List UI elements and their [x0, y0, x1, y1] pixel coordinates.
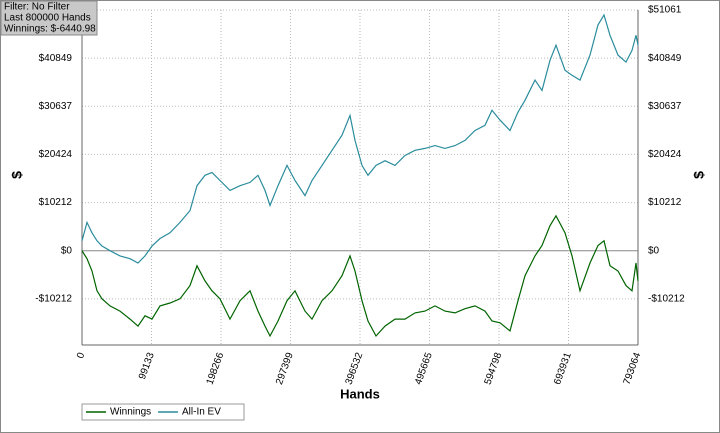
y2-tick-label: $10212	[648, 197, 682, 208]
series-line	[81, 13, 639, 264]
y-tick-label: $30637	[39, 101, 73, 112]
y2-tick-label: $0	[648, 245, 660, 256]
y2-tick-label: $30637	[648, 101, 682, 112]
x-axis-label: Hands	[340, 386, 380, 401]
legend-label: Winnings	[110, 407, 151, 418]
info-text: Winnings: $-6440.98	[4, 24, 96, 35]
series-line	[81, 214, 639, 338]
y2-tick-label: -$10212	[648, 293, 685, 304]
info-box	[0, 0, 98, 36]
y-axis-label: $	[9, 171, 25, 179]
y-tick-label: $0	[61, 245, 73, 256]
y2-axis-label: $	[691, 171, 707, 179]
y2-tick-label: $40849	[648, 53, 682, 64]
info-text: Filter: No Filter	[4, 2, 70, 13]
legend-label: All-In EV	[182, 407, 221, 418]
info-text: Last 800000 Hands	[4, 13, 91, 24]
y-tick-label: $20424	[39, 149, 73, 160]
x-tick-label: 0	[75, 351, 87, 360]
y-tick-label: $40849	[39, 53, 73, 64]
y-tick-label: -$10212	[35, 293, 72, 304]
y-tick-label: $10212	[39, 197, 73, 208]
y2-tick-label: $51061	[648, 5, 682, 16]
y2-tick-label: $20424	[648, 149, 682, 160]
